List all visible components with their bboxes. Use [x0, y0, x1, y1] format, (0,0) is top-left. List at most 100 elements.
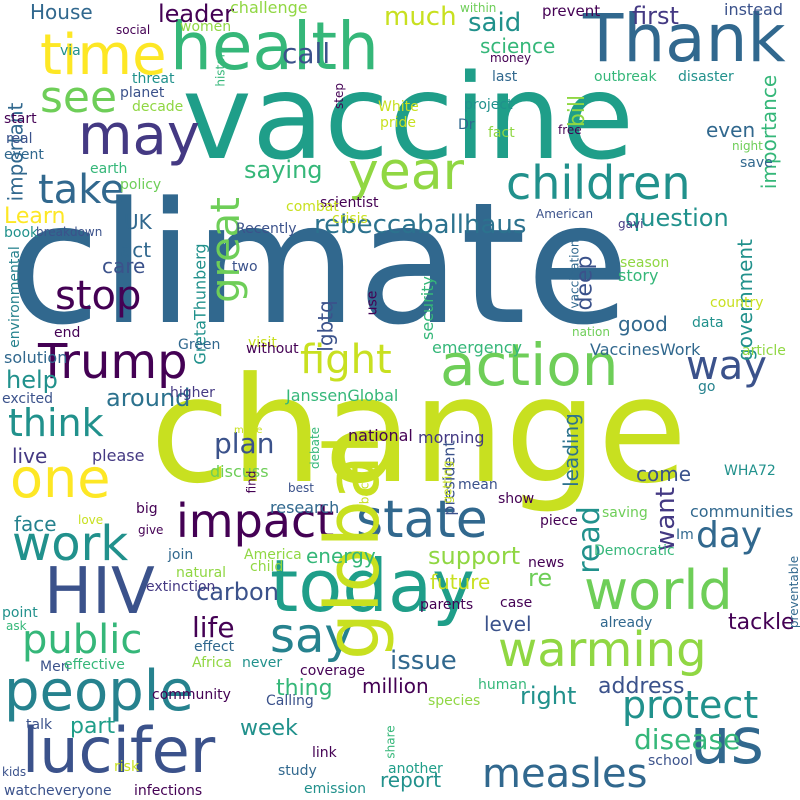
word: two — [232, 259, 258, 275]
word: future — [430, 570, 491, 594]
word: public — [22, 617, 143, 663]
word: great — [202, 197, 249, 303]
word: species — [428, 693, 481, 709]
word: earth — [90, 161, 128, 177]
word: real — [6, 131, 33, 147]
word: instead — [724, 0, 783, 19]
word: never — [242, 655, 283, 671]
word: face — [14, 512, 57, 536]
word: effective — [64, 657, 125, 673]
word: disaster — [678, 69, 734, 85]
word: piece — [540, 513, 578, 529]
word: good — [618, 312, 668, 336]
word: JanssenGlobal — [286, 386, 399, 405]
word: history — [213, 45, 228, 87]
word: around — [106, 384, 191, 412]
word: best — [288, 481, 314, 495]
word: year — [348, 142, 465, 202]
word: planet — [120, 85, 165, 101]
word: join — [168, 547, 194, 563]
word: time — [40, 23, 167, 88]
word: last — [492, 69, 518, 85]
word: Trump — [38, 334, 188, 390]
word: debate — [308, 426, 323, 470]
word: threat — [132, 71, 175, 87]
word: please — [92, 446, 145, 465]
word: White — [378, 99, 419, 115]
word: UK — [124, 210, 152, 234]
word: change — [150, 346, 688, 516]
word: Dr — [458, 117, 475, 133]
word: fight — [300, 337, 392, 383]
word: vaccination — [567, 239, 582, 309]
word: Democratic — [594, 543, 675, 559]
word: kids — [2, 765, 27, 779]
word: money — [490, 51, 532, 65]
word: us — [690, 705, 764, 779]
word: gavi — [618, 217, 644, 231]
word: re — [528, 564, 553, 592]
word: right — [520, 682, 577, 710]
word: call — [282, 37, 331, 70]
word: ask — [6, 619, 27, 633]
word: think — [8, 401, 104, 445]
word: live — [12, 444, 48, 468]
word: help — [6, 366, 58, 394]
word: scientist — [320, 195, 379, 211]
word: lgbtq — [313, 300, 338, 352]
word: energy — [306, 544, 376, 568]
word: combat — [286, 199, 339, 215]
word: love — [78, 513, 104, 527]
word: climate — [8, 166, 630, 362]
word: share — [383, 725, 398, 759]
word: community — [152, 687, 231, 703]
word: plan — [214, 427, 275, 460]
word: within — [460, 1, 497, 15]
word: decade — [132, 99, 184, 115]
word: school — [648, 753, 693, 769]
word: Calling — [266, 693, 314, 709]
word: give — [138, 523, 164, 537]
word: Africa — [192, 655, 232, 671]
word: week — [240, 716, 298, 741]
word: natural — [176, 565, 227, 581]
word: coverage — [300, 663, 365, 679]
word: outbreak — [594, 69, 657, 85]
word: via — [60, 43, 81, 59]
word: Learn — [4, 204, 66, 229]
word: Im — [676, 527, 694, 543]
word: may — [78, 103, 201, 168]
word: part — [70, 714, 116, 739]
word: tackle — [728, 610, 795, 635]
word: step — [331, 83, 346, 109]
word: risk — [114, 759, 140, 775]
word: Men — [40, 659, 70, 675]
word: science — [480, 34, 556, 58]
word: go — [698, 379, 716, 395]
word: story — [618, 266, 659, 285]
word: pride — [380, 115, 417, 131]
word: another — [388, 761, 443, 777]
word: much — [384, 2, 457, 32]
word: without — [246, 341, 299, 357]
word: season — [620, 255, 670, 271]
word: HIV — [44, 555, 155, 629]
word: state — [356, 490, 488, 550]
word: data — [692, 315, 724, 331]
word: national — [348, 426, 413, 445]
word: human — [478, 677, 527, 693]
word: children — [506, 156, 691, 210]
word: mean — [458, 477, 498, 493]
word: protect — [622, 683, 759, 727]
word: read — [571, 506, 607, 574]
word: social — [116, 23, 151, 37]
word: life — [192, 611, 235, 644]
word: visit — [248, 335, 277, 351]
word: stop — [55, 273, 142, 319]
word: warming — [498, 622, 707, 678]
word: effect — [194, 639, 235, 655]
word: excited — [2, 391, 53, 407]
word: end — [54, 325, 81, 341]
word: say — [270, 608, 353, 664]
